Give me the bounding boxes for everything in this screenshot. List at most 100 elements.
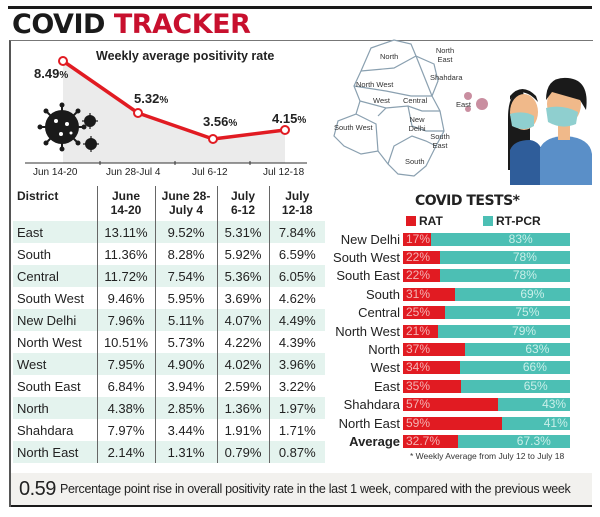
district-name-cell: East	[13, 221, 97, 243]
bar-segment-rat: 32.7%	[403, 434, 458, 448]
positivity-value-cell: 4.38%	[96, 397, 155, 419]
positivity-value-cell: 1.71%	[268, 419, 325, 441]
positivity-line-chart	[11, 41, 311, 186]
bar-row: West 34% 66%	[330, 359, 580, 377]
x-tick-label: Jun 14-20	[33, 167, 78, 178]
positivity-value-cell: 6.59%	[268, 243, 325, 265]
map-label-shahdara: Shahdara	[430, 73, 463, 82]
table-row: North 4.38% 2.85% 1.36% 1.97%	[13, 397, 325, 419]
positivity-value-cell: 9.46%	[96, 287, 155, 309]
bar-segment-rat: 22%	[403, 251, 440, 265]
x-tick-label: Jun 28-Jul 4	[106, 167, 161, 178]
label: RT-PCR	[496, 214, 541, 228]
bar-segment-rat: 31%	[403, 287, 455, 301]
tests-stacked-bar-chart: New Delhi 17% 83% South West 22% 78% South E…	[330, 230, 580, 451]
bar-label: New Delhi	[340, 231, 400, 247]
district-name-cell: North East	[13, 441, 97, 463]
bar-label: Shahdara	[343, 397, 400, 413]
district-name-cell: South West	[17, 290, 84, 306]
map-label-south-west: South West	[334, 123, 373, 132]
bar-segment-rat: 35%	[403, 379, 462, 393]
title-covid: COVID	[12, 9, 105, 40]
stacked-bar: 22% 78%	[403, 251, 570, 265]
tests-chart-title: COVID TESTS*	[415, 193, 520, 209]
positivity-value-cell: 7.97%	[96, 419, 155, 441]
bar-row: South 31% 69%	[330, 285, 580, 303]
positivity-value-cell: 13.11%	[96, 221, 155, 243]
chart-area-fill	[63, 61, 285, 163]
positivity-value-cell: 7.84%	[268, 221, 325, 243]
positivity-value-cell: 3.94%	[154, 375, 217, 397]
footer-value: 0.59	[19, 477, 56, 500]
bar-label: South	[366, 286, 400, 302]
positivity-value-cell: 1.36%	[216, 397, 269, 419]
stacked-bar: 34% 66%	[403, 361, 570, 375]
chart-line	[62, 59, 286, 141]
bar-segment-rat: 17%	[403, 232, 432, 246]
stacked-bar: 37% 63%	[403, 343, 570, 357]
district-name-cell: Shahdara	[17, 422, 74, 438]
positivity-value-cell: 0.79%	[216, 441, 269, 463]
table-row: South West 9.46% 5.95% 3.69% 4.62%	[13, 287, 325, 309]
delhi-district-map: North North East Shahdara North West Wes…	[316, 36, 496, 186]
positivity-value-cell: 5.11%	[154, 309, 217, 331]
district-positivity-table: District June 14-20 June 28- July 4 July 6-…	[13, 186, 325, 463]
stacked-bar: 59% 41%	[403, 416, 570, 430]
bar-label: South West	[333, 250, 400, 266]
top-rule	[8, 6, 592, 9]
map-label-north-west: North West	[356, 80, 394, 89]
header-july-6-12: July 6-12	[216, 186, 269, 221]
bar-row: New Delhi 17% 83%	[330, 230, 580, 248]
bar-label: Central	[358, 305, 400, 321]
bar-label: North	[368, 342, 400, 358]
positivity-value-cell: 11.36%	[96, 243, 155, 265]
positivity-value-cell: 1.97%	[268, 397, 325, 419]
positivity-value-cell: 4.39%	[268, 331, 325, 353]
bar-row: North East 59% 41%	[330, 414, 580, 432]
bar-segment-rt-pcr: 63%	[464, 343, 570, 357]
bar-row: South West 22% 78%	[330, 248, 580, 266]
bar-row-average: Average 32.7% 67.3%	[330, 432, 580, 450]
bar-segment-rat: 57%	[403, 398, 499, 412]
bar-segment-rat: 22%	[403, 269, 440, 283]
positivity-value-cell: 5.31%	[216, 221, 269, 243]
positivity-value-cell: 4.22%	[216, 331, 269, 353]
positivity-value-cell: 7.54%	[154, 265, 217, 287]
stacked-bar: 31% 69%	[403, 287, 570, 301]
positivity-value-cell: 7.95%	[96, 353, 155, 375]
bar-row: South East 22% 78%	[330, 267, 580, 285]
district-name-cell: South East	[17, 378, 81, 394]
table-row: North East 2.14% 1.31% 0.79% 0.87%	[13, 441, 325, 463]
chart-title: Weekly average positivity rate	[96, 49, 275, 63]
content-frame	[9, 40, 593, 507]
map-label-east: East	[456, 100, 472, 109]
stacked-bar: 17% 83%	[403, 232, 570, 246]
legend-swatch-rat	[406, 216, 416, 226]
x-tick-label: Jul 12-18	[263, 167, 305, 178]
bar-row: North West 21% 79%	[330, 322, 580, 340]
bar-segment-rt-pcr: 75%	[444, 306, 570, 320]
page-title: COVID TRACKER	[12, 9, 251, 40]
stacked-bar: 35% 65%	[403, 379, 570, 393]
positivity-value-cell: 2.85%	[154, 397, 217, 419]
title-tracker: TRACKER	[113, 9, 251, 40]
bar-segment-rt-pcr: 69%	[454, 287, 570, 301]
positivity-value-cell: 4.90%	[154, 353, 217, 375]
legend-rat: RAT	[406, 214, 443, 228]
positivity-value-cell: 4.49%	[268, 309, 325, 331]
bar-segment-rat: 25%	[403, 306, 445, 320]
footer-summary: 0.59 Percentage point rise in overall po…	[11, 473, 592, 507]
header-june-14-20: June 14-20	[96, 186, 155, 221]
tests-footnote: * Weekly Average from July 12 to July 18	[410, 451, 565, 461]
map-label-south-east: South East	[430, 132, 450, 150]
district-name-cell: South	[17, 246, 51, 262]
bar-row: Central 25% 75%	[330, 304, 580, 322]
bar-segment-rt-pcr: 41%	[501, 416, 570, 430]
positivity-value-cell: 4.07%	[216, 309, 269, 331]
bar-segment-rt-pcr: 83%	[431, 232, 570, 246]
header-district: District	[17, 189, 59, 203]
positivity-value-cell: 0.87%	[268, 441, 325, 463]
positivity-value-cell: 1.91%	[216, 419, 269, 441]
bar-label: North East	[338, 415, 400, 431]
positivity-value-cell: 2.59%	[216, 375, 269, 397]
